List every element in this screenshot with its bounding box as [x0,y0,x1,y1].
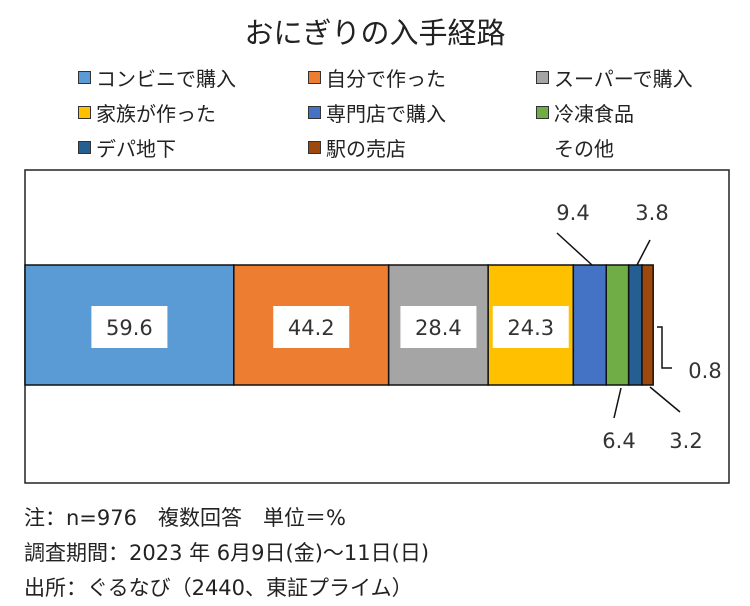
data-label: 28.4 [415,316,462,340]
legend-item: 専門店で購入 [308,98,446,127]
data-label-box [400,306,477,348]
legend-label: 自分で作った [326,67,446,91]
legend-label: 冷凍食品 [554,102,634,126]
legend-swatch [536,106,549,119]
leader-line [556,232,593,266]
legend-item: 自分で作った [308,63,446,92]
note-source: 出所：ぐるなび（2440、東証プライム） [24,576,413,600]
data-label: 24.3 [507,316,554,340]
data-label: 3.2 [669,429,702,453]
bar-segment [627,264,643,386]
legend-swatch [536,71,549,84]
legend-swatch [308,106,321,119]
bar-segment [605,264,630,386]
data-label: 0.8 [688,359,721,383]
legend-item: 駅の売店 [308,133,406,162]
legend-label: 駅の売店 [326,137,406,161]
legend-swatch [78,141,91,154]
legend-swatch [308,71,321,84]
chart-title: おにぎりの入手経路 [244,16,506,50]
legend-swatch [78,71,91,84]
legend-item: デパ地下 [78,133,176,162]
data-label-box [492,306,569,348]
note-sample: 注：n=976 複数回答 単位＝% [24,506,346,530]
data-label: 6.4 [602,429,635,453]
legend-item: その他 [536,133,614,162]
legend-label: その他 [554,137,614,161]
legend-swatch [78,106,91,119]
leader-line [636,239,651,266]
data-label: 9.4 [556,201,589,225]
leader-line [613,387,622,419]
legend-item: スーパーで購入 [536,63,693,92]
legend-swatch [308,141,321,154]
legend-label: デパ地下 [96,137,176,161]
data-label-box [273,306,350,348]
legend-label: スーパーで購入 [554,67,693,91]
legend-label: コンビニで購入 [96,67,236,91]
legend-item: コンビニで購入 [78,63,236,92]
legend-item: 家族が作った [78,98,216,127]
data-label: 44.2 [288,316,335,340]
legend-label: 家族が作った [96,102,216,126]
bar-segment [641,264,654,386]
data-label-box [91,306,168,348]
bar-segment [572,264,607,386]
leader-line [657,326,672,369]
note-period: 調査期間：2023 年 6月9日(金)～11日(日) [24,541,430,565]
legend-item: 冷凍食品 [536,98,634,127]
data-label: 3.8 [635,201,668,225]
data-label: 59.6 [106,316,153,340]
legend-label: 専門店で購入 [326,102,446,126]
leader-line [649,386,681,413]
